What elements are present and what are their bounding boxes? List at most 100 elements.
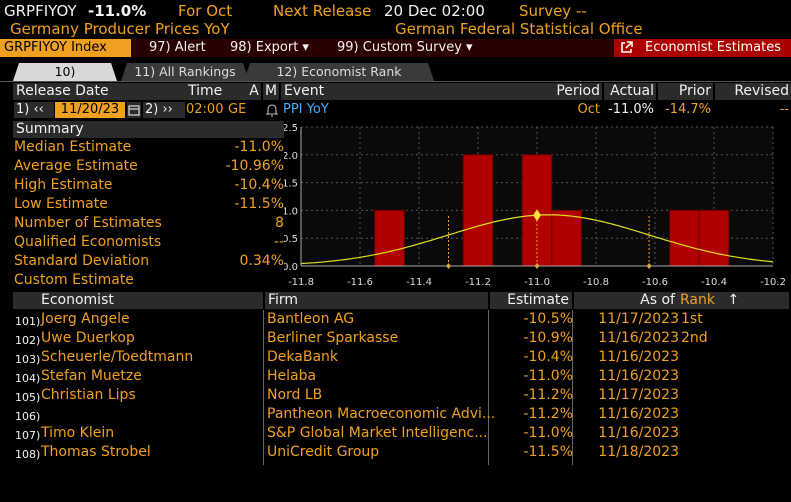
cell-as-of: 11/17/2023 (598, 311, 679, 327)
summary-title: Summary (13, 121, 284, 138)
cell-economist[interactable]: Stefan Muetze (41, 368, 142, 384)
release-country: GE (228, 102, 247, 117)
headline-value: -11.0% (88, 2, 147, 20)
summary-label: Average Estimate (14, 158, 138, 174)
data-source: German Federal Statistical Office (395, 20, 643, 38)
summary-label: Custom Estimate (14, 272, 134, 288)
cell-num: 107) (15, 429, 41, 442)
col-as-of[interactable]: As of (574, 292, 678, 309)
histogram-bar (374, 209, 405, 267)
economist-estimates-button[interactable]: Economist Estimates (614, 39, 791, 57)
previous-release-button[interactable]: 1) ‹‹ (14, 102, 54, 118)
economist-estimates-label: Economist Estimates (645, 40, 781, 55)
cell-estimate: -11.0% (523, 368, 573, 384)
summary-label: Median Estimate (14, 139, 132, 155)
cell-economist[interactable]: Uwe Duerkop (41, 330, 135, 346)
table-row[interactable]: 107) Timo Klein S&P Global Market Intellig… (13, 425, 789, 443)
table-row[interactable]: 103) Scheuerle/Toedtmann DekaBank -10.4% 11/… (13, 349, 789, 367)
cell-economist[interactable]: Thomas Strobel (41, 444, 151, 460)
export-menu[interactable]: 98) Export ▾ (230, 40, 309, 55)
cell-economist[interactable]: Christian Lips (41, 387, 136, 403)
cell-estimate: -10.4% (523, 349, 573, 365)
col-actual: Actual (604, 83, 656, 100)
alert-menu[interactable]: 97) Alert (149, 40, 206, 55)
histogram-bar (698, 209, 730, 267)
cell-estimate: -11.0% (523, 425, 573, 441)
cell-as-of: 11/18/2023 (598, 444, 679, 460)
release-prior: -14.7% (665, 102, 711, 117)
table-row[interactable]: 105) Christian Lips Nord LB -11.2% 11/17/202… (13, 387, 789, 405)
histogram-bar (551, 209, 582, 267)
tab-all-rankings[interactable]: 11) All Rankings (121, 63, 249, 81)
cell-num: 101) (15, 315, 41, 328)
cell-rank: 1st (681, 311, 703, 327)
y-tick-label: 0.0 (284, 262, 298, 273)
bell-icon[interactable] (265, 102, 279, 118)
event-link[interactable]: PPI YoY (283, 102, 329, 117)
cell-firm[interactable]: S&P Global Market Intelligenc... (267, 425, 488, 441)
summary-label: Qualified Economists (14, 234, 162, 250)
sort-ascending-icon: ↑ (727, 292, 740, 308)
next-release-label: Next Release (273, 2, 372, 20)
table-row[interactable]: 106) Pantheon Macroeconomic Advi... -11.2%… (13, 406, 789, 424)
security-field[interactable]: GRPFIYOY Index (0, 39, 131, 57)
col-firm[interactable]: Firm (265, 292, 488, 309)
y-tick-label: 2.0 (284, 151, 298, 162)
cell-num: 108) (15, 448, 41, 461)
survey-label: Survey -- (519, 2, 587, 20)
cell-estimate: -10.9% (523, 330, 573, 346)
col-revised: Revised (715, 83, 791, 100)
col-prior: Prior (658, 83, 713, 100)
histogram-bar (462, 154, 494, 267)
cell-as-of: 11/16/2023 (598, 330, 679, 346)
ticker: GRPFIYOY (4, 2, 77, 20)
cell-firm[interactable]: Helaba (267, 368, 317, 384)
release-time: 02:00 (186, 102, 224, 117)
cell-num: 104) (15, 372, 41, 385)
col-estimate[interactable]: Estimate (490, 292, 572, 309)
col-event: Event (281, 83, 545, 100)
x-tick-label: -11.0 (524, 277, 550, 288)
tab-estimates[interactable]: 10) Estimates (13, 63, 117, 81)
cell-firm[interactable]: Nord LB (267, 387, 323, 403)
calendar-icon[interactable] (127, 102, 141, 118)
cell-economist[interactable]: Joerg Angele (41, 311, 130, 327)
cell-firm[interactable]: UniCredit Group (267, 444, 380, 460)
summary-value: -10.96% (225, 158, 284, 174)
cell-economist[interactable]: Timo Klein (41, 425, 115, 441)
table-row[interactable]: 104) Stefan Muetze Helaba -11.0% 11/16/2023 (13, 368, 789, 386)
summary-label: Low Estimate (14, 196, 108, 212)
cell-firm[interactable]: Bantleon AG (267, 311, 355, 327)
col-m: M (263, 83, 279, 100)
x-tick-label: -11.8 (288, 277, 314, 288)
cell-estimate: -10.5% (523, 311, 573, 327)
x-tick-label: -10.8 (583, 277, 609, 288)
summary-label: High Estimate (14, 177, 113, 193)
cell-num: 105) (15, 391, 41, 404)
summary-value: -10.4% (234, 177, 284, 193)
summary-value: 8 (275, 215, 284, 231)
release-actual: -11.0% (608, 102, 654, 117)
cell-estimate: -11.2% (523, 387, 573, 403)
next-release-date: 20 Dec 02:00 (384, 2, 485, 20)
cell-firm[interactable]: Pantheon Macroeconomic Advi... (267, 406, 496, 422)
tab-economist-rank-history[interactable]: 12) Economist Rank History (244, 63, 434, 81)
cell-economist[interactable]: Scheuerle/Toedtmann (41, 349, 194, 365)
table-row[interactable]: 108) Thomas Strobel UniCredit Group -11.5% 1… (13, 444, 789, 462)
column-separator (572, 310, 573, 465)
cell-firm[interactable]: DekaBank (267, 349, 338, 365)
col-economist[interactable]: Economist (13, 292, 263, 309)
next-release-button[interactable]: 2) ›› (143, 102, 185, 118)
cell-firm[interactable]: Berliner Sparkasse (267, 330, 399, 346)
release-revised: -- (779, 102, 789, 117)
menu-bar (0, 39, 791, 57)
x-tick-label: -11.6 (347, 277, 373, 288)
col-rank[interactable]: Rank ↑ (678, 292, 789, 309)
table-row[interactable]: 102) Uwe Duerkop Berliner Sparkasse -10.9% 1… (13, 330, 789, 348)
actual-marker (533, 209, 541, 222)
table-row[interactable]: 101) Joerg Angele Bantleon AG -10.5% 11/17/2… (13, 311, 789, 329)
cell-num: 106) (15, 410, 41, 423)
y-tick-label: 1.5 (284, 179, 298, 190)
release-date-field[interactable]: 11/20/23 (55, 102, 125, 118)
custom-survey-menu[interactable]: 99) Custom Survey ▾ (337, 40, 473, 55)
